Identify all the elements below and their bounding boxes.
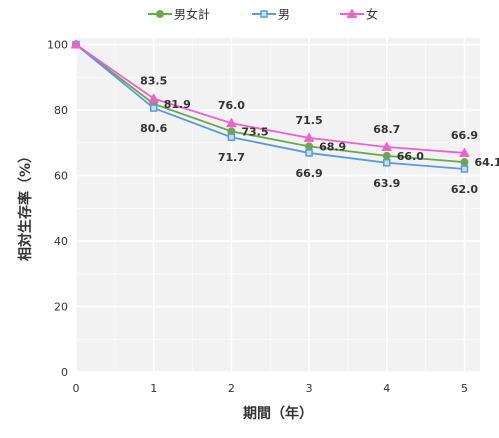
grid-lines	[75, 38, 480, 373]
data-label: 73.5	[241, 125, 268, 138]
data-label: 71.7	[218, 151, 245, 164]
data-point	[226, 117, 237, 128]
legend-label: 男女計	[174, 7, 210, 22]
series-line	[75, 43, 465, 154]
plot-background	[76, 38, 480, 372]
legend: 男女計 男 女	[148, 7, 378, 22]
data-point	[381, 141, 393, 152]
data-label: 66.9	[451, 129, 478, 142]
y-axis-title: 相対生存率（%）	[17, 149, 34, 261]
legend-item: 女	[340, 7, 378, 22]
x-tick-label: 5	[461, 382, 468, 395]
y-axis-ticks: 0 20 40 60 80 100	[47, 39, 68, 379]
series-lines	[75, 43, 465, 170]
x-axis-ticks: 0 1 2 3 4 5	[73, 382, 468, 395]
x-tick-label: 0	[73, 382, 80, 395]
legend-item: 男	[252, 8, 290, 22]
data-point	[305, 149, 313, 157]
legend-marker	[260, 10, 268, 18]
data-label: 81.9	[164, 98, 191, 111]
x-tick-label: 2	[228, 382, 235, 395]
series-markers	[70, 39, 470, 173]
data-point	[459, 147, 470, 157]
legend-marker	[156, 10, 164, 18]
data-label: 66.0	[397, 150, 424, 163]
data-point	[460, 158, 469, 167]
data-point	[303, 132, 315, 142]
data-point	[227, 133, 236, 141]
series-line	[75, 43, 465, 170]
data-label: 76.0	[218, 99, 245, 112]
data-label: 80.6	[140, 122, 167, 135]
data-point	[149, 104, 158, 112]
x-tick-label: 1	[150, 382, 157, 395]
legend-label: 男	[278, 8, 290, 22]
data-point	[460, 165, 469, 173]
data-label: 68.7	[373, 123, 400, 136]
x-tick-label: 3	[306, 382, 313, 395]
legend-marker	[346, 8, 358, 18]
data-label: 68.9	[319, 140, 346, 153]
data-point	[70, 39, 82, 49]
legend-label: 女	[366, 7, 378, 22]
data-point	[305, 142, 314, 151]
legend-item: 男女計	[148, 7, 210, 22]
data-label: 71.5	[296, 114, 323, 127]
series-line	[75, 43, 465, 164]
y-tick-label: 60	[54, 170, 68, 183]
data-label: 64.1	[474, 156, 499, 169]
data-point	[382, 151, 391, 160]
y-tick-label: 0	[61, 366, 68, 379]
y-tick-label: 80	[54, 104, 68, 117]
x-axis-title: 期間（年）	[243, 405, 313, 422]
y-tick-label: 40	[54, 235, 68, 248]
data-label: 66.9	[296, 167, 323, 180]
data-label: 62.0	[451, 183, 478, 196]
data-label: 83.5	[140, 75, 167, 88]
y-tick-label: 20	[54, 301, 68, 314]
data-point	[148, 93, 160, 103]
y-tick-label: 100	[47, 39, 68, 52]
x-tick-label: 4	[383, 382, 390, 395]
data-label: 63.9	[373, 177, 400, 190]
data-labels: 81.9 73.5 68.9 66.0 64.1 80.6 71.7 66.9 63.9 62.0…	[140, 75, 499, 196]
data-point	[383, 159, 391, 167]
